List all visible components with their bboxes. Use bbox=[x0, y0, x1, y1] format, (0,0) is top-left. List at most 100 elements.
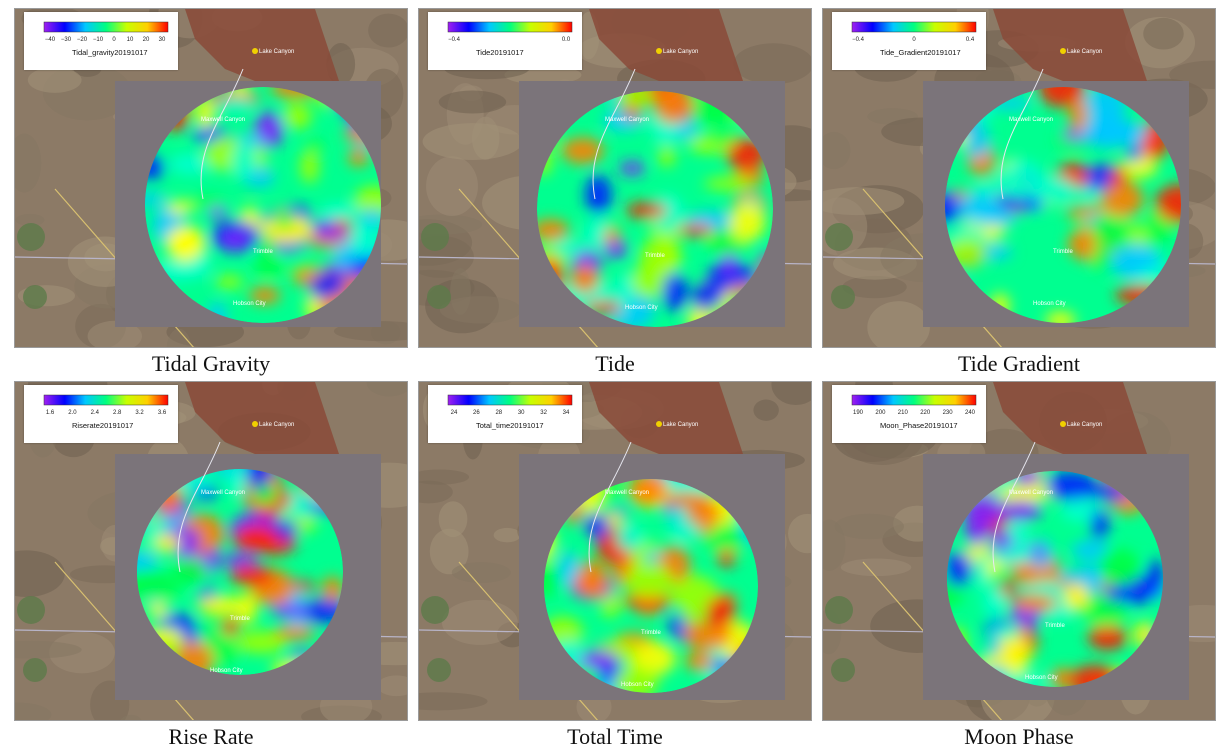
colorbar bbox=[43, 21, 169, 33]
colorbar bbox=[851, 21, 977, 33]
place-label: Maxwell Canyon bbox=[1009, 117, 1053, 123]
colorbar-tick-label: 30 bbox=[518, 410, 525, 416]
map-panel-1: Lake Canyon Maxwell Canyon Trimble Hobson C… bbox=[14, 8, 408, 380]
satellite-map: Lake Canyon Maxwell Canyon Trimble Hobson C… bbox=[418, 381, 812, 721]
colorbar-tick-label: 32 bbox=[540, 410, 547, 416]
colorbar-tick-label: 2.8 bbox=[113, 410, 122, 416]
place-label: Lake Canyon bbox=[1067, 422, 1102, 428]
place-label: Lake Canyon bbox=[259, 422, 294, 428]
colorbar-tick-label: 28 bbox=[495, 410, 502, 416]
legend-title: Tidal_gravity20191017 bbox=[72, 48, 148, 57]
location-pin-icon bbox=[1060, 48, 1066, 54]
legend-title: Riserate20191017 bbox=[72, 421, 133, 430]
colorbar-tick-label: 230 bbox=[943, 410, 954, 416]
colorbar-tick-label: 200 bbox=[875, 410, 886, 416]
place-label: Maxwell Canyon bbox=[1009, 490, 1053, 496]
location-pin-icon bbox=[656, 48, 662, 54]
place-label: Trimble bbox=[645, 253, 665, 259]
place-label: Maxwell Canyon bbox=[201, 490, 245, 496]
colorbar-tick-label: 0 bbox=[912, 37, 916, 43]
panel-caption: Total Time bbox=[567, 724, 663, 749]
colorbar-legend: −0.4 0.0 Tide20191017 bbox=[428, 12, 582, 70]
place-label: Maxwell Canyon bbox=[605, 117, 649, 123]
place-label: Trimble bbox=[253, 249, 273, 255]
satellite-map: Lake Canyon Maxwell Canyon Trimble Hobson C… bbox=[822, 8, 1216, 348]
panel-caption: Tidal Gravity bbox=[151, 351, 271, 376]
colorbar-tick-label: 2.0 bbox=[68, 410, 77, 416]
colorbar-legend: 24 26 28 30 32 34 Total_time20191017 bbox=[428, 385, 582, 443]
heatmap bbox=[945, 87, 1181, 323]
map-panel-4: Lake Canyon Maxwell Canyon Trimble Hobson C… bbox=[14, 381, 408, 753]
place-label: Hobson City bbox=[233, 301, 266, 307]
colorbar-legend: −0.4 0 0.4 Tide_Gradient20191017 bbox=[832, 12, 986, 70]
panel-caption: Tide Gradient bbox=[957, 351, 1080, 376]
place-label: Hobson City bbox=[1025, 675, 1058, 681]
colorbar-tick-label: −30 bbox=[61, 37, 72, 43]
mesa-terrain bbox=[185, 382, 345, 472]
place-label: Hobson City bbox=[210, 668, 243, 674]
panel-caption: Moon Phase bbox=[964, 724, 1074, 749]
map-panel-2: Lake Canyon Maxwell Canyon Trimble Hobson C… bbox=[418, 8, 812, 380]
colorbar-tick-label: 190 bbox=[853, 410, 864, 416]
location-pin-icon bbox=[1060, 421, 1066, 427]
colorbar bbox=[447, 21, 573, 33]
heatmap bbox=[544, 479, 758, 693]
place-label: Hobson City bbox=[1033, 301, 1066, 307]
colorbar-tick-label: 10 bbox=[127, 37, 134, 43]
heatmap bbox=[947, 471, 1163, 687]
location-pin-icon bbox=[252, 421, 258, 427]
satellite-map: Lake Canyon Maxwell Canyon Trimble Hobson C… bbox=[822, 381, 1216, 721]
legend-title: Moon_Phase20191017 bbox=[880, 421, 958, 430]
mesa-terrain bbox=[589, 9, 749, 99]
colorbar-tick-label: 210 bbox=[898, 410, 909, 416]
colorbar-tick-label: 30 bbox=[159, 37, 166, 43]
colorbar-tick-label: −10 bbox=[93, 37, 104, 43]
place-label: Lake Canyon bbox=[663, 422, 698, 428]
colorbar bbox=[43, 394, 169, 406]
colorbar-tick-label: 1.6 bbox=[46, 410, 55, 416]
colorbar-tick-label: 26 bbox=[473, 410, 480, 416]
legend-title: Tide20191017 bbox=[476, 48, 524, 57]
colorbar-tick-label: 24 bbox=[451, 410, 458, 416]
colorbar bbox=[447, 394, 573, 406]
colorbar-legend: 190 200 210 220 230 240 Moon_Phase20191017 bbox=[832, 385, 986, 443]
satellite-map: Lake Canyon Maxwell Canyon Trimble Hobson C… bbox=[14, 8, 408, 348]
legend-title: Tide_Gradient20191017 bbox=[880, 48, 961, 57]
place-label: Maxwell Canyon bbox=[201, 117, 245, 123]
location-pin-icon bbox=[656, 421, 662, 427]
satellite-map: Lake Canyon Maxwell Canyon Trimble Hobson C… bbox=[418, 8, 812, 348]
colorbar-tick-label: −40 bbox=[45, 37, 56, 43]
map-panel-6: Lake Canyon Maxwell Canyon Trimble Hobson C… bbox=[822, 381, 1216, 753]
colorbar-legend: −40 −30 −20 −10 0 10 20 30 Tidal_gravity20191017 bbox=[24, 12, 178, 70]
place-label: Trimble bbox=[1053, 249, 1073, 255]
place-label: Lake Canyon bbox=[1067, 49, 1102, 55]
colorbar-tick-label: −20 bbox=[77, 37, 88, 43]
colorbar-tick-label: 3.2 bbox=[135, 410, 144, 416]
colorbar bbox=[851, 394, 977, 406]
colorbar-legend: 1.6 2.0 2.4 2.8 3.2 3.6 Riserate20191017 bbox=[24, 385, 178, 443]
place-label: Trimble bbox=[641, 630, 661, 636]
colorbar-tick-label: 220 bbox=[920, 410, 931, 416]
map-panel-5: Lake Canyon Maxwell Canyon Trimble Hobson C… bbox=[418, 381, 812, 753]
colorbar-tick-label: 20 bbox=[143, 37, 150, 43]
place-label: Lake Canyon bbox=[663, 49, 698, 55]
mesa-terrain bbox=[185, 9, 345, 99]
place-label: Maxwell Canyon bbox=[605, 490, 649, 496]
colorbar-tick-label: 0.0 bbox=[562, 37, 571, 43]
heatmap bbox=[137, 469, 343, 675]
mesa-terrain bbox=[993, 9, 1153, 99]
colorbar-tick-label: 0.4 bbox=[966, 37, 975, 43]
location-pin-icon bbox=[252, 48, 258, 54]
place-label: Lake Canyon bbox=[259, 49, 294, 55]
mesa-terrain bbox=[993, 382, 1153, 472]
panel-caption: Tide bbox=[595, 351, 635, 376]
colorbar-tick-label: 34 bbox=[563, 410, 570, 416]
colorbar-tick-label: 3.6 bbox=[158, 410, 167, 416]
place-label: Trimble bbox=[1045, 623, 1065, 629]
legend-title: Total_time20191017 bbox=[476, 421, 544, 430]
panel-caption: Rise Rate bbox=[168, 724, 254, 749]
place-label: Hobson City bbox=[621, 682, 654, 688]
colorbar-tick-label: −0.4 bbox=[448, 37, 461, 43]
place-label: Trimble bbox=[230, 616, 250, 622]
colorbar-tick-label: 240 bbox=[965, 410, 976, 416]
